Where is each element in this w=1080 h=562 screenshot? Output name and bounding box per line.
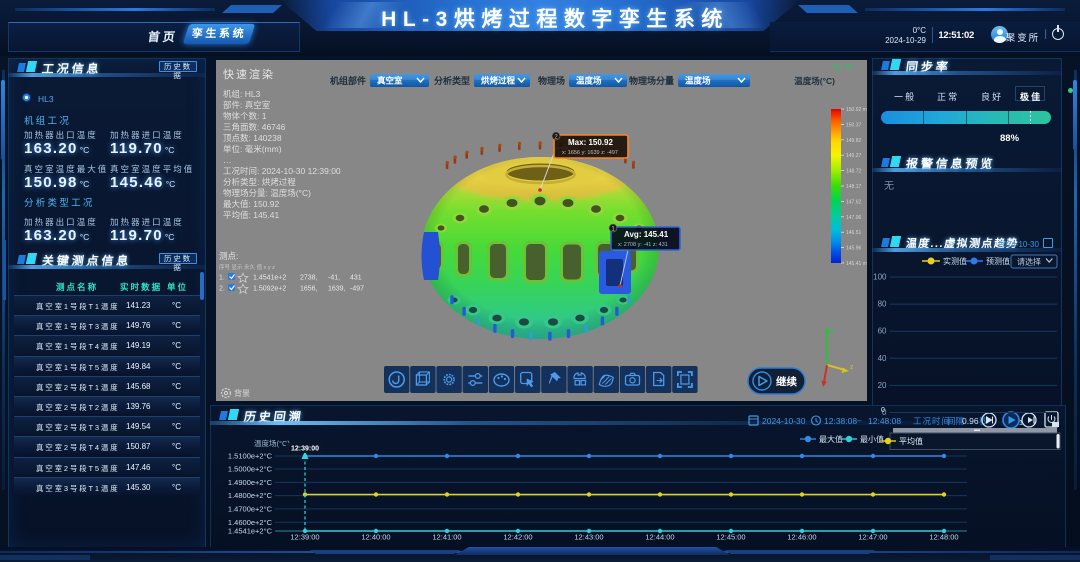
svg-text:温度场(°C): 温度场(°C) <box>254 438 290 448</box>
svg-text:12:39:00: 12:39:00 <box>291 446 319 453</box>
svg-text:80: 80 <box>878 300 887 309</box>
svg-text:部件: 真空室: 部件: 真空室 <box>223 100 271 110</box>
svg-text:工况时间: 工况时间 <box>913 416 951 426</box>
svg-text:1.4541e+2: 1.4541e+2 <box>253 275 286 282</box>
svg-text:-497: -497 <box>350 286 364 293</box>
svg-text:fps: 60: fps: 60 <box>832 64 853 71</box>
svg-text:-41,: -41, <box>328 275 340 282</box>
svg-text:间隔: 间隔 <box>947 416 965 426</box>
svg-text:快速渲染: 快速渲染 <box>223 67 275 81</box>
svg-text:1.5092e+2: 1.5092e+2 <box>253 286 286 293</box>
svg-text:12:44:00: 12:44:00 <box>645 533 674 542</box>
svg-text:12:48:08: 12:48:08 <box>868 416 901 426</box>
svg-text:100: 100 <box>873 273 887 282</box>
svg-text:147.62: 147.62 <box>846 199 862 205</box>
svg-text:温度场: 温度场 <box>576 76 602 86</box>
svg-text:预测值: 预测值 <box>986 256 1010 266</box>
svg-text:149.27: 149.27 <box>846 153 862 159</box>
svg-text:Max: 150.92: Max: 150.92 <box>568 138 613 147</box>
svg-text:x: 1656 y: 1639 z: -497: x: 1656 y: 1639 z: -497 <box>562 150 618 156</box>
svg-text:40: 40 <box>878 354 887 363</box>
svg-text:Avg: 145.41: Avg: 145.41 <box>624 230 669 239</box>
svg-text:1: 1 <box>1019 420 1023 427</box>
svg-text:1639,: 1639, <box>328 286 346 293</box>
svg-text:1.4700e+2°C: 1.4700e+2°C <box>228 504 273 513</box>
svg-text:y: y <box>831 327 835 334</box>
svg-text:…: … <box>223 155 232 165</box>
svg-text:–: – <box>857 416 862 425</box>
svg-text:机组: HL3: 机组: HL3 <box>223 89 261 99</box>
svg-text:20: 20 <box>878 381 887 390</box>
svg-text:2: 2 <box>554 135 558 141</box>
svg-text:145.96: 145.96 <box>846 246 862 252</box>
svg-text:150.92 max: 150.92 max <box>846 107 867 113</box>
svg-text:2.: 2. <box>219 286 225 293</box>
svg-text:1: 1 <box>611 227 615 233</box>
svg-text:1656,: 1656, <box>300 286 318 293</box>
svg-text:平均值: 平均值 <box>899 436 923 446</box>
svg-text:12:43:00: 12:43:00 <box>574 533 603 542</box>
svg-text:1.4800e+2°C: 1.4800e+2°C <box>228 491 273 500</box>
svg-text:2024-10-30: 2024-10-30 <box>762 416 806 426</box>
svg-text:继续: 继续 <box>776 375 797 388</box>
svg-text:秒: 秒 <box>979 416 988 426</box>
svg-text:145.41 min: 145.41 min <box>846 261 867 267</box>
svg-text:顶点数: 140238: 顶点数: 140238 <box>223 133 282 143</box>
svg-text:单位: 毫米(mm): 单位: 毫米(mm) <box>223 144 282 154</box>
svg-text:0: 0 <box>881 407 885 414</box>
svg-text:60: 60 <box>878 327 887 336</box>
svg-text:148.17: 148.17 <box>846 184 862 190</box>
svg-text:最大值: 最大值 <box>819 434 843 444</box>
svg-text:12:41:00: 12:41:00 <box>432 533 461 542</box>
svg-text:1.4600e+2°C: 1.4600e+2°C <box>228 518 273 527</box>
svg-text:150.37: 150.37 <box>846 122 862 128</box>
svg-text:分析类型: 分析类型 <box>434 75 470 86</box>
svg-text:工况时间: 2024-10-30 12:39:00: 工况时间: 2024-10-30 12:39:00 <box>223 166 341 176</box>
svg-text:最大值: 150.92: 最大值: 150.92 <box>223 199 279 209</box>
svg-text:1.5000e+2°C: 1.5000e+2°C <box>228 465 273 474</box>
svg-text:1.5100e+2°C: 1.5100e+2°C <box>228 452 273 461</box>
svg-text:146.51: 146.51 <box>846 230 862 236</box>
svg-text:1.4900e+2°C: 1.4900e+2°C <box>228 478 273 487</box>
svg-text:序号 显示 永久 值 x: 序号 显示 永久 值 x y z <box>219 263 275 271</box>
svg-text:147.06: 147.06 <box>846 215 862 221</box>
svg-text:1.4541e+2°C: 1.4541e+2°C <box>228 527 273 536</box>
svg-text:物体个数: 1: 物体个数: 1 <box>223 111 267 121</box>
svg-text:平均值: 145.41: 平均值: 145.41 <box>223 210 279 220</box>
svg-text:背景: 背景 <box>234 388 250 398</box>
svg-text:分析类型: 烘烤过程: 分析类型: 烘烤过程 <box>223 177 296 187</box>
svg-text:烘烤过程: 烘烤过程 <box>481 76 516 86</box>
svg-text:温度场(°C): 温度场(°C) <box>794 76 835 86</box>
svg-text:2738,: 2738, <box>300 275 318 282</box>
svg-text:物理场分量: 物理场分量 <box>629 75 674 86</box>
svg-text:12:46:00: 12:46:00 <box>787 533 816 542</box>
svg-text:物理场分量: 温度场(°C): 物理场分量: 温度场(°C) <box>223 188 311 198</box>
svg-text:1.: 1. <box>219 275 225 282</box>
svg-text:三角面数: 46746: 三角面数: 46746 <box>223 122 286 132</box>
svg-text:实测值: 实测值 <box>943 256 967 266</box>
svg-text:12:45:00: 12:45:00 <box>716 533 745 542</box>
svg-text:机组部件: 机组部件 <box>330 75 366 86</box>
svg-text:431: 431 <box>350 275 362 282</box>
svg-text:x: 2708 y: -41 z: 431: x: 2708 y: -41 z: 431 <box>618 242 668 248</box>
svg-text:最小值: 最小值 <box>860 434 884 444</box>
svg-text:12:38:08: 12:38:08 <box>824 416 857 426</box>
svg-text:请选择: 请选择 <box>1017 257 1041 267</box>
svg-text:z: z <box>850 364 854 371</box>
svg-text:12:39:00: 12:39:00 <box>290 533 319 542</box>
svg-text:149.82: 149.82 <box>846 138 862 144</box>
svg-text:测点:: 测点: <box>219 251 238 261</box>
svg-text:0.96: 0.96 <box>962 416 979 426</box>
svg-text:0: 0 <box>882 408 887 417</box>
svg-text:12:47:00: 12:47:00 <box>858 533 887 542</box>
svg-text:温度场: 温度场 <box>685 76 711 86</box>
svg-text:12:40:00: 12:40:00 <box>361 533 390 542</box>
svg-text:12:42:00: 12:42:00 <box>503 533 532 542</box>
svg-text:物理场: 物理场 <box>538 75 565 86</box>
svg-text:12:48:00: 12:48:00 <box>929 533 958 542</box>
svg-text:真空室: 真空室 <box>377 76 403 86</box>
svg-text:148.72: 148.72 <box>846 169 862 175</box>
